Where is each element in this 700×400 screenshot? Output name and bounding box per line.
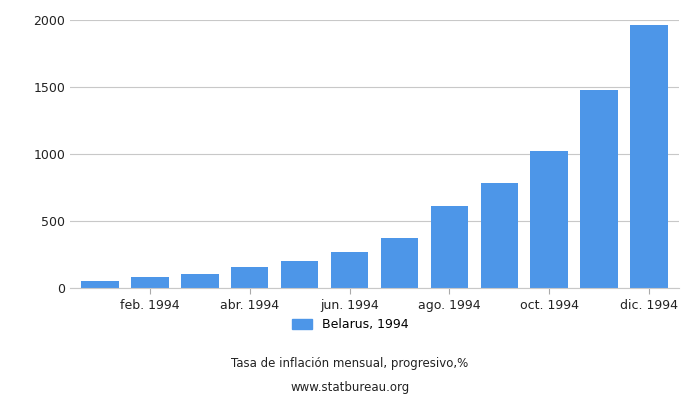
Bar <box>630 25 668 288</box>
Bar <box>281 261 318 288</box>
Bar <box>531 151 568 288</box>
Bar <box>181 274 218 288</box>
Text: www.statbureau.org: www.statbureau.org <box>290 382 410 394</box>
Bar <box>381 238 418 288</box>
Bar <box>81 281 119 288</box>
Bar <box>580 90 618 288</box>
Bar <box>231 267 268 288</box>
Text: Tasa de inflación mensual, progresivo,%: Tasa de inflación mensual, progresivo,% <box>232 358 468 370</box>
Bar <box>331 252 368 288</box>
Bar <box>430 206 468 288</box>
Bar <box>481 184 518 288</box>
Legend: Belarus, 1994: Belarus, 1994 <box>292 318 408 331</box>
Bar <box>131 277 169 288</box>
